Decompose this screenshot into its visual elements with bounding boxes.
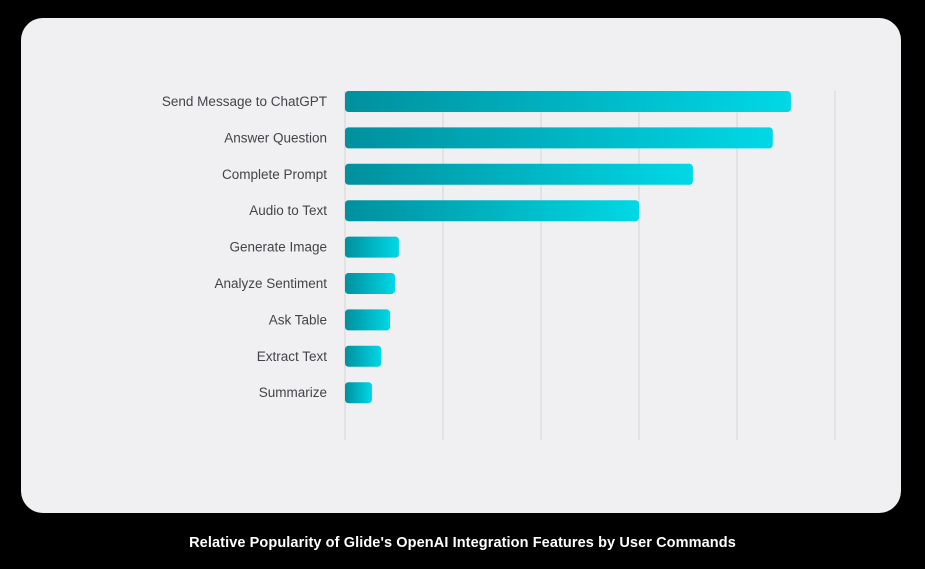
bar xyxy=(345,273,395,294)
category-label: Ask Table xyxy=(269,312,327,327)
bar xyxy=(345,91,791,112)
bar xyxy=(345,200,639,222)
category-label: Generate Image xyxy=(229,240,327,255)
bar xyxy=(345,127,773,149)
category-label: Send Message to ChatGPT xyxy=(162,94,327,109)
chart-card: Send Message to ChatGPT Answer Question Co… xyxy=(21,18,901,513)
category-labels: Send Message to ChatGPT Answer Question Co… xyxy=(162,94,327,400)
bar xyxy=(345,382,372,404)
category-label: Complete Prompt xyxy=(222,167,327,182)
bar xyxy=(345,345,382,367)
category-label: Answer Question xyxy=(224,130,327,145)
bar-chart: Send Message to ChatGPT Answer Question Co… xyxy=(162,91,836,440)
bars xyxy=(345,91,791,404)
category-label: Analyze Sentiment xyxy=(214,276,327,291)
bar xyxy=(345,236,399,258)
gridlines xyxy=(344,91,836,440)
category-label: Audio to Text xyxy=(249,203,327,218)
category-label: Summarize xyxy=(259,385,327,400)
chart-caption: Relative Popularity of Glide's OpenAI In… xyxy=(189,535,736,551)
bar xyxy=(345,163,693,185)
category-label: Extract Text xyxy=(257,349,328,364)
bar xyxy=(345,309,391,331)
